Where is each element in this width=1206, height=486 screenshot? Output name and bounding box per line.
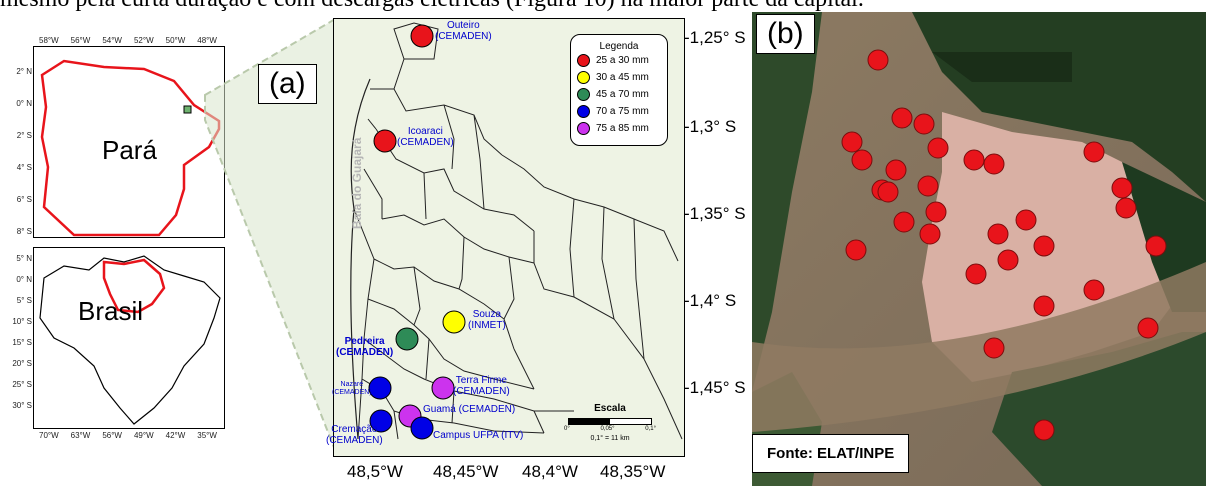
para-top-tick: 58°W [39, 36, 59, 45]
lon-tick: 48,4°W [522, 462, 578, 481]
brasil-left-tick: 0° N [16, 275, 32, 284]
inset-brasil-map: Brasil [33, 247, 225, 429]
lat-tick: -1,35° S [684, 204, 746, 223]
source-credit: Fonte: ELAT/INPE [752, 434, 910, 473]
para-outline [40, 59, 221, 237]
para-top-tick: 50°W [165, 36, 186, 45]
legend-swatch-icon [577, 122, 590, 135]
legend-item-label: 25 a 30 mm [596, 55, 649, 66]
brasil-left-tick: 20° S [12, 359, 32, 368]
legend-item: 70 a 75 mm [571, 103, 667, 120]
panel-a-label: (a) [258, 64, 317, 104]
brasil-bottom-tick: 35°W [197, 431, 217, 440]
brasil-label: Brasil [78, 296, 144, 326]
station-marker-outeiro [410, 24, 434, 48]
para-top-tick: 56°W [70, 36, 91, 45]
station-marker-nazare [368, 376, 392, 400]
lon-tick: 48,35°W [600, 462, 666, 481]
brasil-bottom-tick: 63°W [70, 431, 91, 440]
legend-item-label: 30 a 45 mm [596, 72, 649, 83]
station-label-terra-firme: Terra Firme (CEMADEN) [453, 375, 510, 397]
caption-text: mesmo pela curta duração e com descargas… [0, 0, 1206, 13]
lat-tick: -1,4° S [684, 291, 737, 310]
panel-b-satellite-image [752, 12, 1206, 486]
para-left-tick: 2° N [16, 67, 32, 76]
para-label: Pará [102, 135, 157, 165]
scale-tick: 0,05° [600, 426, 615, 432]
lat-tick: -1,3° S [684, 117, 737, 136]
legend: Legenda 25 a 30 mm 30 a 45 mm 45 a 70 mm… [570, 34, 668, 146]
station-marker-campus-ufpa [410, 416, 434, 440]
legend-item-label: 70 a 75 mm [596, 106, 649, 117]
brasil-left-tick: 10° S [12, 317, 32, 326]
station-marker-cremacao [369, 409, 393, 433]
panel-b-label: (b) [756, 14, 815, 54]
station-markers [368, 24, 466, 440]
para-top-tick: 52°W [133, 36, 154, 45]
station-label-cremacao: Cremação (CEMADEN) [326, 424, 383, 446]
scale-tick: 0,1° [645, 426, 656, 432]
para-left-tick: 8° S [16, 227, 32, 236]
legend-swatch-icon [577, 88, 590, 101]
lon-tick: 48,45°W [433, 462, 499, 481]
station-label-guama: Guamá (CEMADEN) [423, 404, 516, 415]
para-left-tick: 0° N [16, 99, 32, 108]
para-top-tick: 48°W [197, 36, 217, 45]
legend-item: 30 a 45 mm [571, 69, 667, 86]
event-marker-group [841, 49, 1167, 441]
brasil-left-tick: 25° S [12, 380, 32, 389]
station-label-outeiro: Outeiro (CEMADEN) [435, 20, 492, 42]
scale-note: 0,1° = 11 km [590, 435, 630, 442]
legend-swatch-icon [577, 54, 590, 67]
brasil-left-tick: 30° S [12, 401, 32, 410]
lat-tick: -1,25° S [684, 28, 746, 47]
legend-title: Legenda [599, 41, 639, 52]
brasil-outline [39, 255, 221, 425]
brasil-bottom-tick: 49°W [133, 431, 154, 440]
station-marker-pedreira [395, 327, 419, 351]
para-top-tick: 54°W [102, 36, 122, 45]
station-label-souza: Souza (INMET) [468, 309, 506, 331]
legend-item: 25 a 30 mm [571, 52, 667, 69]
legend-swatch-icon [577, 105, 590, 118]
station-label-campus-ufpa: Campus UFPA (ITV) [433, 430, 524, 441]
legend-swatch-icon [577, 71, 590, 84]
station-marker-icoaraci [373, 129, 397, 153]
legend-item-label: 45 a 70 mm [596, 89, 649, 100]
station-label-nazare: Nazaré (CEMADEN) [332, 381, 372, 396]
lat-tick: -1,45° S [684, 378, 746, 397]
brasil-left-tick: 5° N [16, 254, 32, 263]
scale-bar: Escala 0° 0,05° 0,1° 0,1° = 11 km [560, 403, 660, 453]
legend-item-label: 75 a 85 mm [596, 123, 649, 134]
station-label-icoaraci: Icoaraci (CEMADEN) [397, 126, 454, 148]
station-label-pedreira: Pedreira (CEMADEN) [336, 336, 394, 358]
panel-a-map: Baía do Guajará [333, 18, 685, 457]
brasil-left-tick: 5° S [16, 296, 32, 305]
brasil-bottom-tick: 70°W [39, 431, 59, 440]
station-marker-terra-firme [431, 376, 455, 400]
station-marker-souza [442, 310, 466, 334]
para-left-tick: 4° S [16, 163, 32, 172]
para-left-tick: 6° S [16, 195, 32, 204]
scale-tick: 0° [564, 426, 570, 432]
brasil-bottom-tick: 42°W [165, 431, 186, 440]
legend-item: 45 a 70 mm [571, 86, 667, 103]
lon-tick: 48,5°W [347, 462, 403, 481]
brasil-bottom-tick: 56°W [102, 431, 122, 440]
legend-item: 75 a 85 mm [571, 120, 667, 137]
para-left-tick: 2° S [16, 131, 32, 140]
rainfall-event-markers [841, 49, 1167, 441]
scale-title: Escala [594, 403, 626, 414]
brasil-left-tick: 15° S [12, 338, 32, 347]
